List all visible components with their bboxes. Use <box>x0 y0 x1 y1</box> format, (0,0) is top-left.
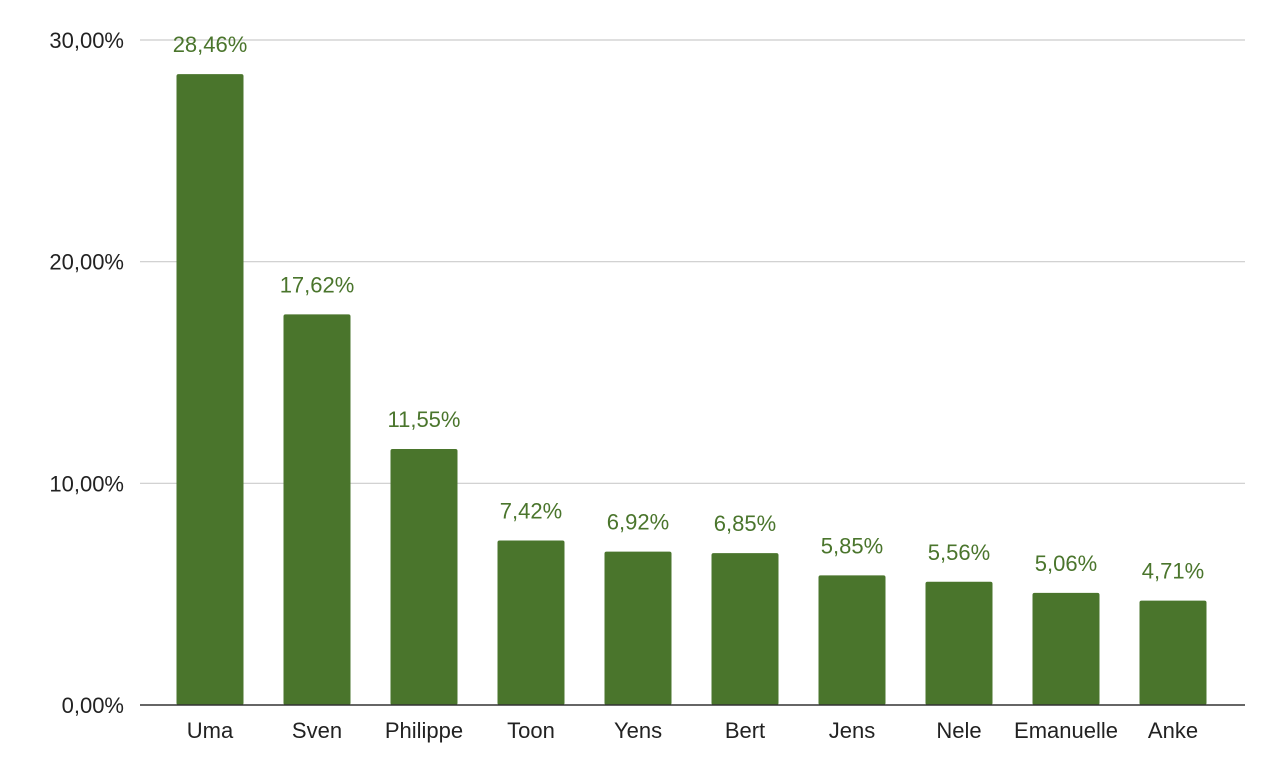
bar-philippe <box>390 448 458 705</box>
data-label: 4,71% <box>1142 559 1204 584</box>
bar-nele <box>925 581 993 705</box>
data-label: 7,42% <box>500 499 562 524</box>
x-tick-label: Uma <box>187 718 234 743</box>
axes: 0,00% 10,00% 20,00% 30,00% Uma Sven Philippe To… <box>49 28 1245 743</box>
bar-toon <box>497 540 565 705</box>
x-tick-label: Jens <box>829 718 875 743</box>
x-tick-label: Anke <box>1148 718 1198 743</box>
bars <box>176 74 1207 706</box>
y-tick-label: 20,00% <box>49 250 124 275</box>
data-label: 5,85% <box>821 533 883 558</box>
bar-anke <box>1139 600 1207 705</box>
y-tick-label: 30,00% <box>49 28 124 53</box>
x-tick-label: Philippe <box>385 718 463 743</box>
bar-sven <box>283 314 351 705</box>
bar-jens <box>818 575 886 705</box>
x-tick-label: Emanuelle <box>1014 718 1118 743</box>
data-label: 17,62% <box>280 272 355 297</box>
data-label: 11,55% <box>388 407 461 432</box>
bar-uma <box>176 74 244 706</box>
x-tick-label: Sven <box>292 718 342 743</box>
x-tick-label: Toon <box>507 718 555 743</box>
data-label: 5,06% <box>1035 551 1097 576</box>
data-label: 28,46% <box>173 32 248 57</box>
bar-yens <box>604 551 672 705</box>
data-labels: 28,46% 17,62% 11,55% 7,42% 6,92% 6,85% 5,85% 5,… <box>173 32 1205 583</box>
data-label: 6,85% <box>714 511 776 536</box>
x-tick-label: Yens <box>614 718 662 743</box>
x-tick-label: Bert <box>725 718 765 743</box>
data-label: 6,92% <box>607 510 669 535</box>
bar-emanuelle <box>1032 592 1100 705</box>
bar-bert <box>711 553 779 705</box>
y-tick-label: 0,00% <box>62 693 124 718</box>
data-label: 5,56% <box>928 540 990 565</box>
y-tick-label: 10,00% <box>49 471 124 496</box>
x-tick-label: Nele <box>936 718 981 743</box>
